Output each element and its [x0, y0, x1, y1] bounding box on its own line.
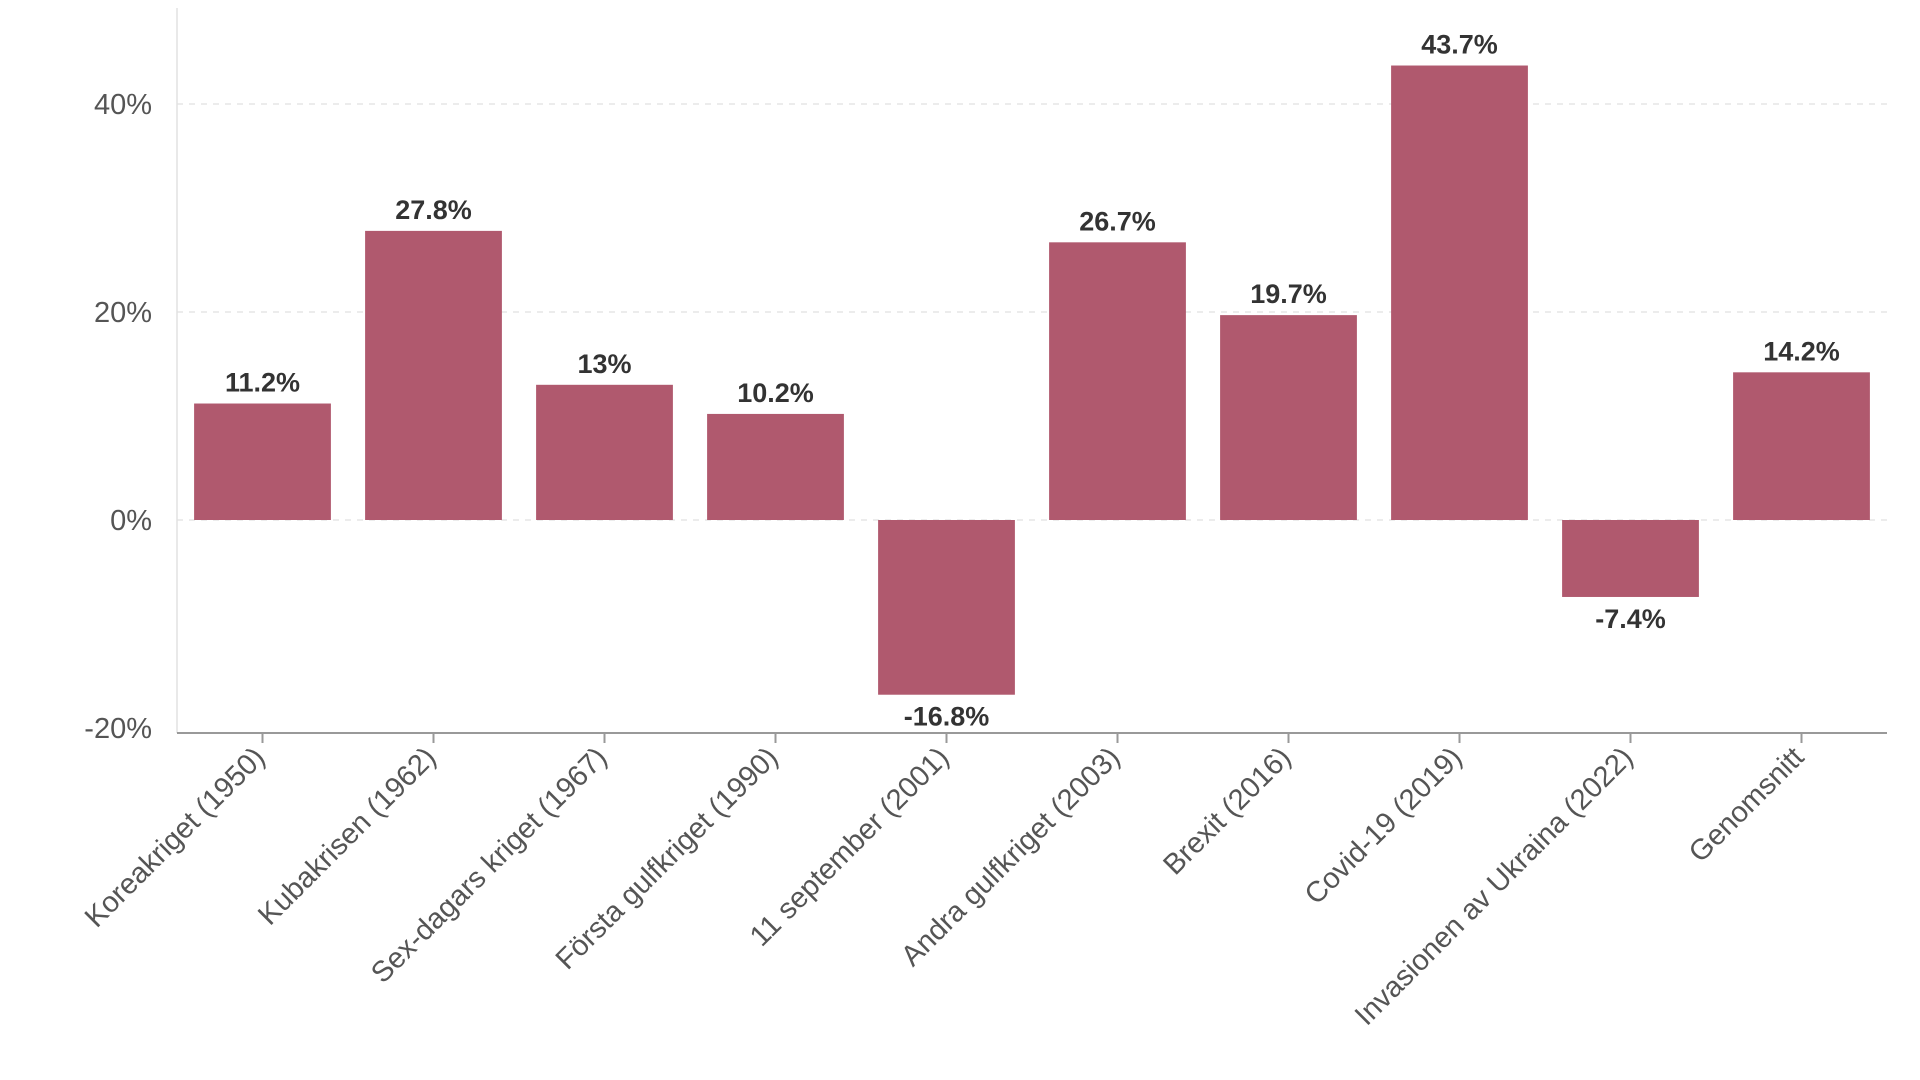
bar-value-label: 14.2%: [1763, 336, 1840, 366]
bar-value-label: 26.7%: [1079, 206, 1156, 236]
bar: [536, 384, 673, 520]
y-tick-label: 20%: [94, 297, 152, 329]
bar-value-label: 13%: [577, 349, 631, 379]
bar-value-label: 43.7%: [1421, 30, 1498, 60]
bar: [194, 403, 331, 520]
bar-value-label: 27.8%: [395, 195, 472, 225]
x-tick-label: Koreakriget (1950): [79, 741, 271, 933]
bar: [707, 413, 844, 520]
grid-lines: [177, 103, 1887, 521]
bar: [878, 520, 1015, 695]
bar-value-label: 10.2%: [737, 378, 814, 408]
x-tick-label: Covid-19 (2019): [1299, 741, 1469, 911]
bar-value-label: -16.8%: [904, 702, 990, 732]
bar-value-label: 11.2%: [225, 368, 300, 398]
y-tick-label: 40%: [94, 89, 152, 121]
bar: [1391, 65, 1528, 521]
x-tick-label: Kubakrisen (1962): [252, 741, 442, 931]
data-labels: 11.2% 27.8% 13% 10.2% -16.8% 26.7% 19.7% 43.7% -…: [225, 30, 1840, 732]
bars: [194, 65, 1870, 695]
y-tick-label: -20%: [84, 713, 152, 745]
bar: [365, 230, 502, 520]
x-tick-label: Brexit (2016): [1157, 741, 1297, 881]
bar-value-label: -7.4%: [1595, 604, 1666, 634]
x-tick-label: Genomsnitt: [1683, 741, 1810, 868]
y-tick-label: 0%: [110, 505, 152, 537]
x-tick-label: Invasionen av Ukraina (2022): [1349, 741, 1639, 1031]
bar: [1220, 315, 1357, 520]
bar-value-label: 19.7%: [1250, 279, 1327, 309]
bar: [1562, 520, 1699, 597]
bar: [1733, 372, 1870, 520]
bar: [1049, 242, 1186, 520]
